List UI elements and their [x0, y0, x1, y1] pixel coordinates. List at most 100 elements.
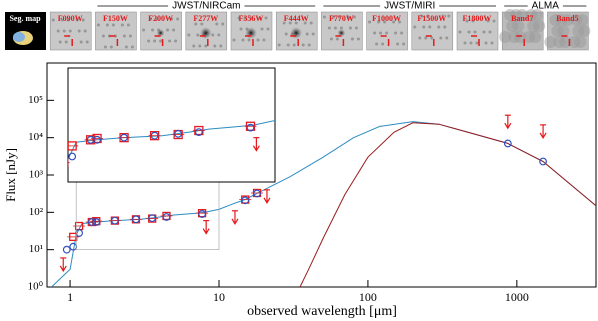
noise: [492, 19, 496, 23]
model-point: [253, 189, 261, 198]
noise: [439, 36, 443, 40]
upper-limit: [539, 124, 547, 140]
cutout-image: [95, 11, 137, 51]
noise: [147, 39, 151, 43]
model-point: [111, 216, 119, 225]
noise: [56, 29, 60, 33]
noise: [346, 15, 350, 19]
noise: [373, 31, 377, 35]
noise: [568, 36, 581, 48]
noise: [381, 42, 385, 46]
cutout-image: [275, 11, 318, 51]
noise: [484, 41, 488, 45]
noise: [64, 40, 68, 44]
noise: [350, 37, 354, 41]
noise: [527, 20, 540, 32]
noise: [77, 29, 81, 33]
noise: [149, 17, 153, 21]
noise: [288, 21, 292, 25]
noise: [105, 23, 109, 27]
noise: [60, 18, 64, 22]
cutout: F1500W: [411, 11, 454, 51]
noise: [62, 29, 66, 33]
noise: [488, 30, 492, 34]
model-point: [241, 196, 250, 205]
noise: [262, 38, 266, 42]
noise: [424, 36, 428, 40]
model-point: [150, 131, 159, 140]
noise: [499, 31, 512, 43]
cutout: F1000W: [366, 11, 408, 51]
noise: [441, 14, 445, 18]
x-axis-label: observed wavelength [μm]: [247, 304, 397, 319]
noise: [544, 36, 557, 48]
noise: [142, 28, 146, 32]
noise: [471, 19, 475, 23]
noise: [570, 14, 583, 26]
noise: [322, 15, 326, 19]
noise: [309, 21, 313, 25]
noise: [348, 26, 352, 30]
noise: [221, 22, 225, 26]
upper-limit: [263, 189, 271, 205]
model-point: [194, 128, 203, 137]
noise: [83, 29, 87, 33]
noise: [422, 25, 426, 29]
noise: [192, 44, 196, 48]
photometry-point: [149, 131, 160, 141]
noise: [284, 32, 288, 36]
noise: [402, 42, 406, 46]
noise: [467, 30, 471, 34]
cutout-label: F1000W: [372, 14, 401, 23]
model-point: [246, 123, 255, 132]
model-point: [539, 157, 547, 166]
cutout-label: F1800W: [463, 14, 492, 23]
noise: [155, 17, 159, 21]
noise: [486, 19, 490, 23]
noise: [490, 41, 494, 45]
noise: [465, 19, 469, 23]
upper-limit: [231, 210, 239, 225]
noise: [523, 31, 536, 43]
noise: [549, 14, 562, 26]
photometry-point: [69, 232, 78, 242]
noise: [301, 43, 305, 47]
noise: [508, 31, 521, 43]
noise: [213, 44, 217, 48]
noise: [101, 34, 105, 38]
noise: [458, 30, 462, 34]
source: [245, 27, 257, 39]
noise: [109, 45, 113, 49]
noise: [413, 25, 417, 29]
cutout-label: Band5: [556, 14, 578, 23]
cutout: Band7: [499, 9, 546, 51]
model-point: [68, 152, 77, 161]
noise: [392, 20, 396, 24]
noise: [168, 39, 172, 43]
noise: [506, 20, 519, 32]
cutout: Seg. map: [5, 12, 46, 50]
cutout: F444W: [275, 11, 318, 51]
noise: [447, 14, 451, 18]
noise: [368, 20, 372, 24]
cutout: F356W: [230, 11, 273, 51]
source: [290, 27, 303, 39]
model-point: [87, 218, 96, 226]
model-curve: [68, 119, 275, 163]
noise: [385, 31, 389, 35]
y-tick-label: 10³: [29, 169, 44, 181]
noise: [305, 32, 309, 36]
cutout-image: [366, 11, 408, 51]
noise: [124, 45, 128, 49]
noise: [375, 42, 379, 46]
model-point: [93, 135, 101, 144]
noise: [473, 30, 477, 34]
noise: [215, 22, 219, 26]
noise: [327, 26, 331, 30]
noise: [172, 28, 176, 32]
noise: [79, 40, 83, 44]
noise: [260, 27, 264, 31]
noise: [428, 25, 432, 29]
photometry-point: [119, 132, 129, 143]
